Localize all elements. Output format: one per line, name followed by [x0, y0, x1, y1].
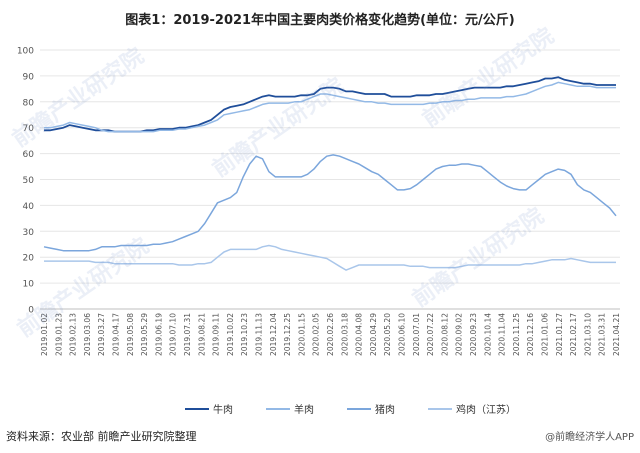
legend: 牛肉 羊肉 猪肉 鸡肉（江苏） [185, 403, 516, 416]
x-tick-label: 2019.06.19 [154, 313, 163, 356]
x-tick-label: 2019.07.10 [169, 313, 178, 356]
chart-title: 图表1：2019-2021年中国主要肉类价格变化趋势(单位：元/公斤) [125, 13, 515, 28]
y-tick-label: 100 [17, 47, 34, 57]
x-tick-label: 2020.09.02 [455, 313, 464, 356]
y-tick-label: 20 [23, 254, 35, 264]
y-tick-label: 70 [23, 124, 35, 134]
series-line-chicken [44, 244, 616, 271]
x-tick-label: 2020.12.16 [526, 313, 535, 356]
x-tick-label: 2019.08.21 [197, 313, 206, 356]
y-tick-label: 10 [23, 280, 35, 290]
legend-label-beef: 牛肉 [213, 403, 233, 416]
y-axis: 0 10 20 30 40 50 60 70 80 90 100 [17, 47, 34, 316]
x-tick-label: 2019.12.04 [269, 313, 278, 356]
x-tick-label: 2020.07.01 [412, 313, 421, 356]
x-tick-label: 2019.11.13 [255, 313, 264, 356]
x-tick-label: 2021.03.10 [583, 313, 592, 356]
x-tick-label: 2021.01.06 [541, 313, 550, 356]
y-tick-label: 30 [23, 228, 35, 238]
legend-label-pork: 猪肉 [375, 403, 395, 416]
x-tick-label: 2019.09.11 [212, 313, 221, 356]
credit-text: @前瞻经济学人APP [545, 432, 634, 443]
x-tick-label: 2020.02.05 [312, 313, 321, 356]
x-tick-label: 2019.05.29 [140, 313, 149, 356]
x-tick-label: 2020.04.08 [355, 313, 364, 356]
y-tick-label: 90 [23, 72, 35, 82]
y-tick-label: 0 [28, 306, 34, 316]
x-tick-label: 2019.10.02 [226, 313, 235, 356]
series-line-mutton [44, 81, 616, 133]
x-tick-label: 2019.07.31 [183, 313, 192, 356]
x-tick-label: 2020.03.18 [340, 313, 349, 356]
x-tick-label: 2020.08.12 [440, 313, 449, 356]
x-tick-label: 2020.10.14 [483, 313, 492, 356]
x-tick-label: 2019.01.23 [54, 313, 63, 356]
x-tick-label: 2019.01.02 [40, 313, 49, 356]
x-tick-label: 2020.02.26 [326, 313, 335, 356]
x-tick-label: 2020.04.29 [369, 313, 378, 356]
source-note: 资料来源：农业部 前瞻产业研究院整理 [6, 430, 197, 443]
x-tick-label: 2019.03.06 [83, 313, 92, 356]
x-tick-label: 2019.05.08 [126, 313, 135, 356]
y-tick-label: 60 [23, 150, 35, 160]
y-tick-label: 40 [23, 202, 35, 212]
x-tick-label: 2019.04.17 [112, 313, 121, 356]
x-tick-label: 2019.03.27 [97, 313, 106, 356]
legend-label-chicken: 鸡肉（江苏） [456, 403, 516, 416]
x-tick-label: 2021.02.17 [569, 313, 578, 356]
series-lines [43, 76, 617, 271]
legend-label-mutton: 羊肉 [294, 403, 314, 416]
x-tick-label: 2020.11.25 [512, 313, 521, 356]
x-tick-label: 2020.05.20 [383, 313, 392, 356]
x-tick-label: 2021.01.27 [555, 313, 564, 356]
y-tick-label: 80 [23, 98, 35, 108]
y-tick-label: 50 [23, 176, 35, 186]
x-tick-label: 2020.06.10 [398, 313, 407, 356]
x-axis: 2019.01.02 2019.01.23 2019.02.13 2019.03.06… [40, 308, 621, 356]
x-tick-label: 2019.12.25 [283, 313, 292, 356]
series-line-pork [43, 154, 617, 252]
x-tick-label: 2019.10.23 [240, 313, 249, 356]
x-tick-label: 2020.11.04 [498, 313, 507, 356]
x-tick-label: 2020.01.15 [297, 313, 306, 356]
x-tick-label: 2020.07.22 [426, 313, 435, 356]
x-tick-label: 2021.03.31 [598, 313, 607, 356]
x-tick-label: 2019.02.13 [69, 313, 78, 356]
x-tick-label: 2020.09.23 [469, 313, 478, 356]
x-tick-label: 2021.04.21 [612, 313, 621, 356]
